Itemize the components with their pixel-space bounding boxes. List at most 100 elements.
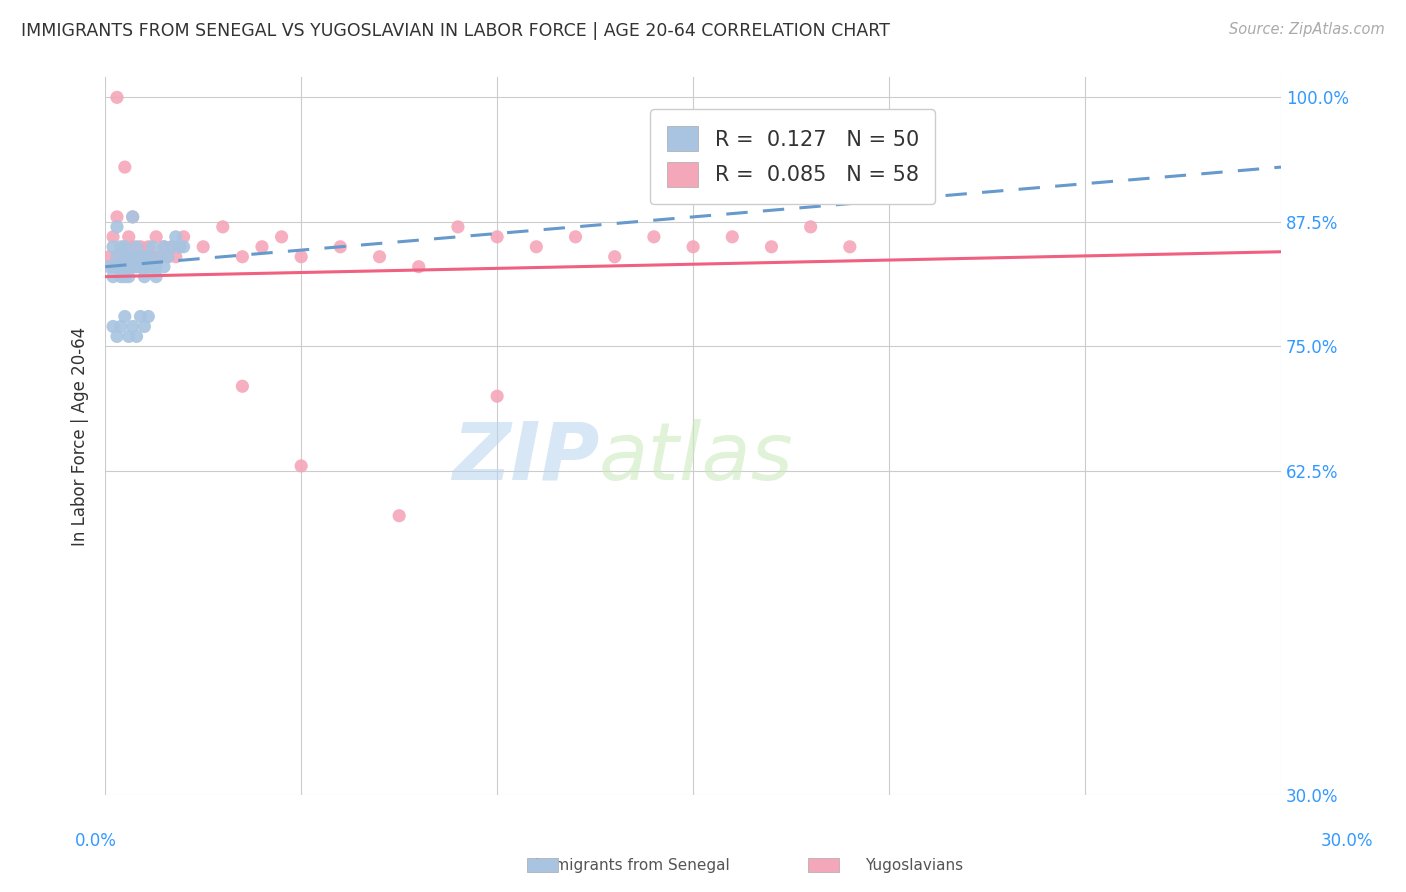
- Point: [114, 250, 136, 264]
- Point: [129, 250, 152, 264]
- Point: [110, 319, 132, 334]
- Point: [125, 260, 148, 274]
- Point: [682, 240, 704, 254]
- Point: [118, 250, 141, 264]
- Point: [114, 240, 136, 254]
- Point: [169, 240, 191, 254]
- Point: [134, 269, 156, 284]
- Point: [721, 229, 744, 244]
- Point: [153, 240, 176, 254]
- Point: [125, 250, 148, 264]
- Point: [121, 260, 143, 274]
- Point: [800, 219, 823, 234]
- Point: [145, 229, 167, 244]
- Point: [250, 240, 273, 254]
- Point: [105, 219, 128, 234]
- Point: [101, 319, 124, 334]
- Point: [290, 458, 312, 473]
- Point: [121, 319, 143, 334]
- Text: ZIP: ZIP: [451, 418, 599, 497]
- Point: [101, 260, 124, 274]
- Point: [121, 250, 143, 264]
- Point: [156, 250, 179, 264]
- Point: [643, 229, 665, 244]
- Point: [114, 160, 136, 174]
- Text: atlas: atlas: [599, 418, 794, 497]
- Point: [408, 260, 430, 274]
- Point: [105, 250, 128, 264]
- Point: [118, 269, 141, 284]
- Text: 0.0%: 0.0%: [75, 831, 117, 849]
- Point: [193, 240, 215, 254]
- Point: [105, 260, 128, 274]
- Point: [129, 260, 152, 274]
- Point: [136, 260, 159, 274]
- Point: [368, 250, 391, 264]
- Point: [761, 240, 783, 254]
- Y-axis label: In Labor Force | Age 20-64: In Labor Force | Age 20-64: [72, 326, 89, 546]
- Text: Source: ZipAtlas.com: Source: ZipAtlas.com: [1229, 22, 1385, 37]
- Point: [486, 389, 509, 403]
- Point: [136, 250, 159, 264]
- Point: [105, 250, 128, 264]
- Point: [129, 250, 152, 264]
- Point: [105, 329, 128, 343]
- Point: [98, 250, 121, 264]
- Point: [173, 240, 195, 254]
- Point: [134, 260, 156, 274]
- Point: [118, 329, 141, 343]
- Point: [121, 210, 143, 224]
- Point: [211, 219, 233, 234]
- Point: [136, 310, 159, 324]
- Point: [134, 250, 156, 264]
- Point: [134, 319, 156, 334]
- Point: [101, 229, 124, 244]
- Point: [110, 269, 132, 284]
- Point: [105, 210, 128, 224]
- Text: Yugoslavians: Yugoslavians: [865, 858, 963, 872]
- Point: [149, 250, 172, 264]
- Point: [114, 310, 136, 324]
- Point: [149, 250, 172, 264]
- Legend: R =  0.127   N = 50, R =  0.085   N = 58: R = 0.127 N = 50, R = 0.085 N = 58: [650, 110, 935, 204]
- Point: [134, 250, 156, 264]
- Point: [129, 240, 152, 254]
- Point: [121, 240, 143, 254]
- Point: [125, 329, 148, 343]
- Point: [160, 240, 183, 254]
- Point: [290, 250, 312, 264]
- Point: [136, 240, 159, 254]
- Point: [153, 240, 176, 254]
- Point: [153, 260, 176, 274]
- Point: [141, 240, 163, 254]
- Point: [564, 229, 586, 244]
- Point: [101, 269, 124, 284]
- Point: [156, 250, 179, 264]
- Point: [231, 250, 253, 264]
- Point: [165, 250, 187, 264]
- Point: [129, 310, 152, 324]
- Point: [110, 250, 132, 264]
- Point: [125, 250, 148, 264]
- Point: [838, 240, 860, 254]
- Point: [141, 250, 163, 264]
- Point: [114, 250, 136, 264]
- Point: [165, 229, 187, 244]
- Point: [329, 240, 352, 254]
- Point: [173, 229, 195, 244]
- Point: [136, 250, 159, 264]
- Point: [134, 260, 156, 274]
- Text: IMMIGRANTS FROM SENEGAL VS YUGOSLAVIAN IN LABOR FORCE | AGE 20-64 CORRELATION CH: IMMIGRANTS FROM SENEGAL VS YUGOSLAVIAN I…: [21, 22, 890, 40]
- Point: [129, 260, 152, 274]
- Point: [145, 269, 167, 284]
- Point: [270, 229, 292, 244]
- Point: [105, 90, 128, 104]
- Point: [118, 260, 141, 274]
- Point: [603, 250, 626, 264]
- Point: [145, 260, 167, 274]
- Point: [121, 210, 143, 224]
- Text: Immigrants from Senegal: Immigrants from Senegal: [536, 858, 730, 872]
- Point: [114, 240, 136, 254]
- Point: [118, 260, 141, 274]
- Point: [110, 260, 132, 274]
